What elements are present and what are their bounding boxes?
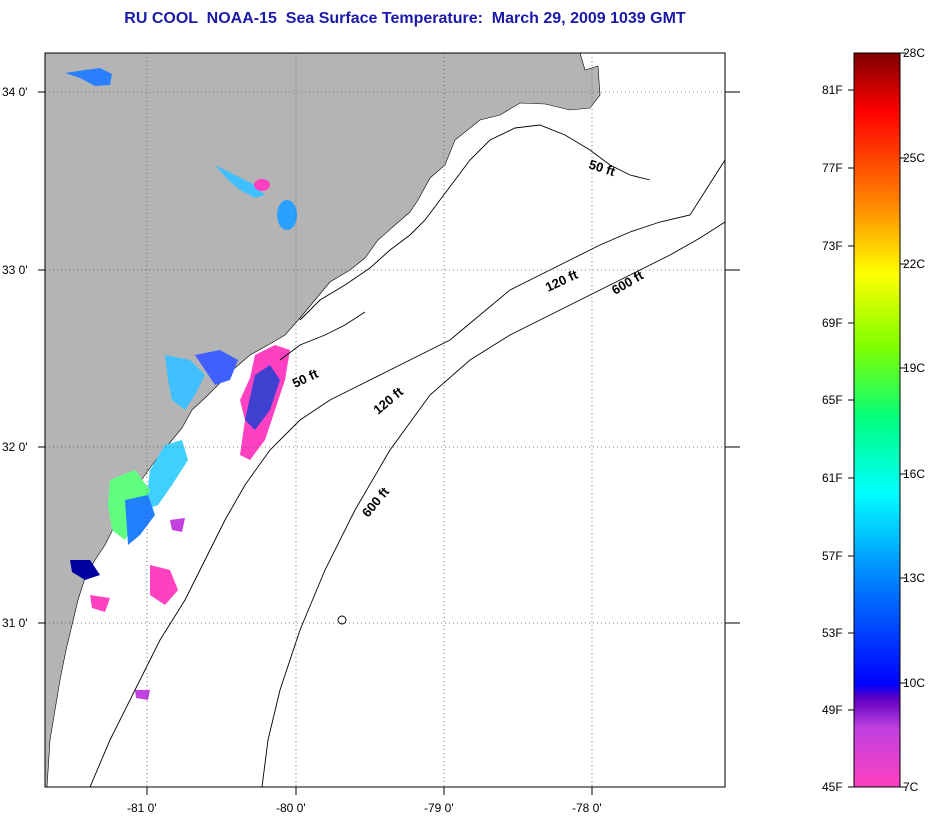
map-title: RU COOL NOAA-15 Sea Surface Temperature:… bbox=[124, 10, 686, 27]
contour-50ft bbox=[279, 124, 651, 361]
colorbar-f-57: 57F bbox=[822, 549, 843, 563]
lon-label-80: -80 0' bbox=[276, 801, 306, 815]
colorbar-c-22: 22C bbox=[903, 257, 925, 271]
colorbar-c-25: 25C bbox=[903, 151, 925, 165]
lon-label-78: -78 0' bbox=[572, 801, 602, 815]
colorbar-f-81: 81F bbox=[822, 83, 843, 97]
lat-label-32: 32 0' bbox=[2, 440, 28, 454]
colorbar: 81F 77F 73F 69F 65F 61F 57F 53F 49F 45F … bbox=[822, 46, 925, 794]
map-frame bbox=[44, 52, 726, 788]
lat-label-34: 34 0' bbox=[2, 85, 28, 99]
colorbar-f-49: 49F bbox=[822, 703, 843, 717]
colorbar-c-10: 10C bbox=[903, 676, 925, 690]
colorbar-f-73: 73F bbox=[822, 239, 843, 253]
coastal-sst-patches bbox=[70, 345, 290, 700]
colorbar-f-53: 53F bbox=[822, 626, 843, 640]
graticule bbox=[45, 53, 725, 787]
inland-sst-patches bbox=[65, 68, 297, 230]
land-area bbox=[45, 53, 601, 787]
colorbar-c-13: 13C bbox=[903, 571, 925, 585]
colorbar-c-7: 7C bbox=[903, 780, 919, 794]
colorbar-c-19: 19C bbox=[903, 361, 925, 375]
colorbar-f-61: 61F bbox=[822, 471, 843, 485]
lon-label-79: -79 0' bbox=[424, 801, 454, 815]
colorbar-c-28: 28C bbox=[903, 46, 925, 60]
axis-ticks bbox=[38, 91, 740, 795]
colorbar-f-77: 77F bbox=[822, 161, 843, 175]
lon-label-81: -81 0' bbox=[127, 801, 157, 815]
contour-600ft bbox=[261, 221, 725, 787]
colorbar-f-69: 69F bbox=[822, 316, 843, 330]
lat-label-31: 31 0' bbox=[2, 616, 28, 630]
colorbar-f-45: 45F bbox=[822, 780, 843, 794]
lat-label-33: 33 0' bbox=[2, 263, 28, 277]
colorbar-gradient bbox=[853, 52, 901, 788]
map-panel: 50 ft 50 ft 120 ft 120 ft 600 ft 600 ft bbox=[45, 53, 725, 787]
contour-120ft bbox=[89, 159, 725, 787]
colorbar-c-16: 16C bbox=[903, 467, 925, 481]
colorbar-f-65: 65F bbox=[822, 393, 843, 407]
